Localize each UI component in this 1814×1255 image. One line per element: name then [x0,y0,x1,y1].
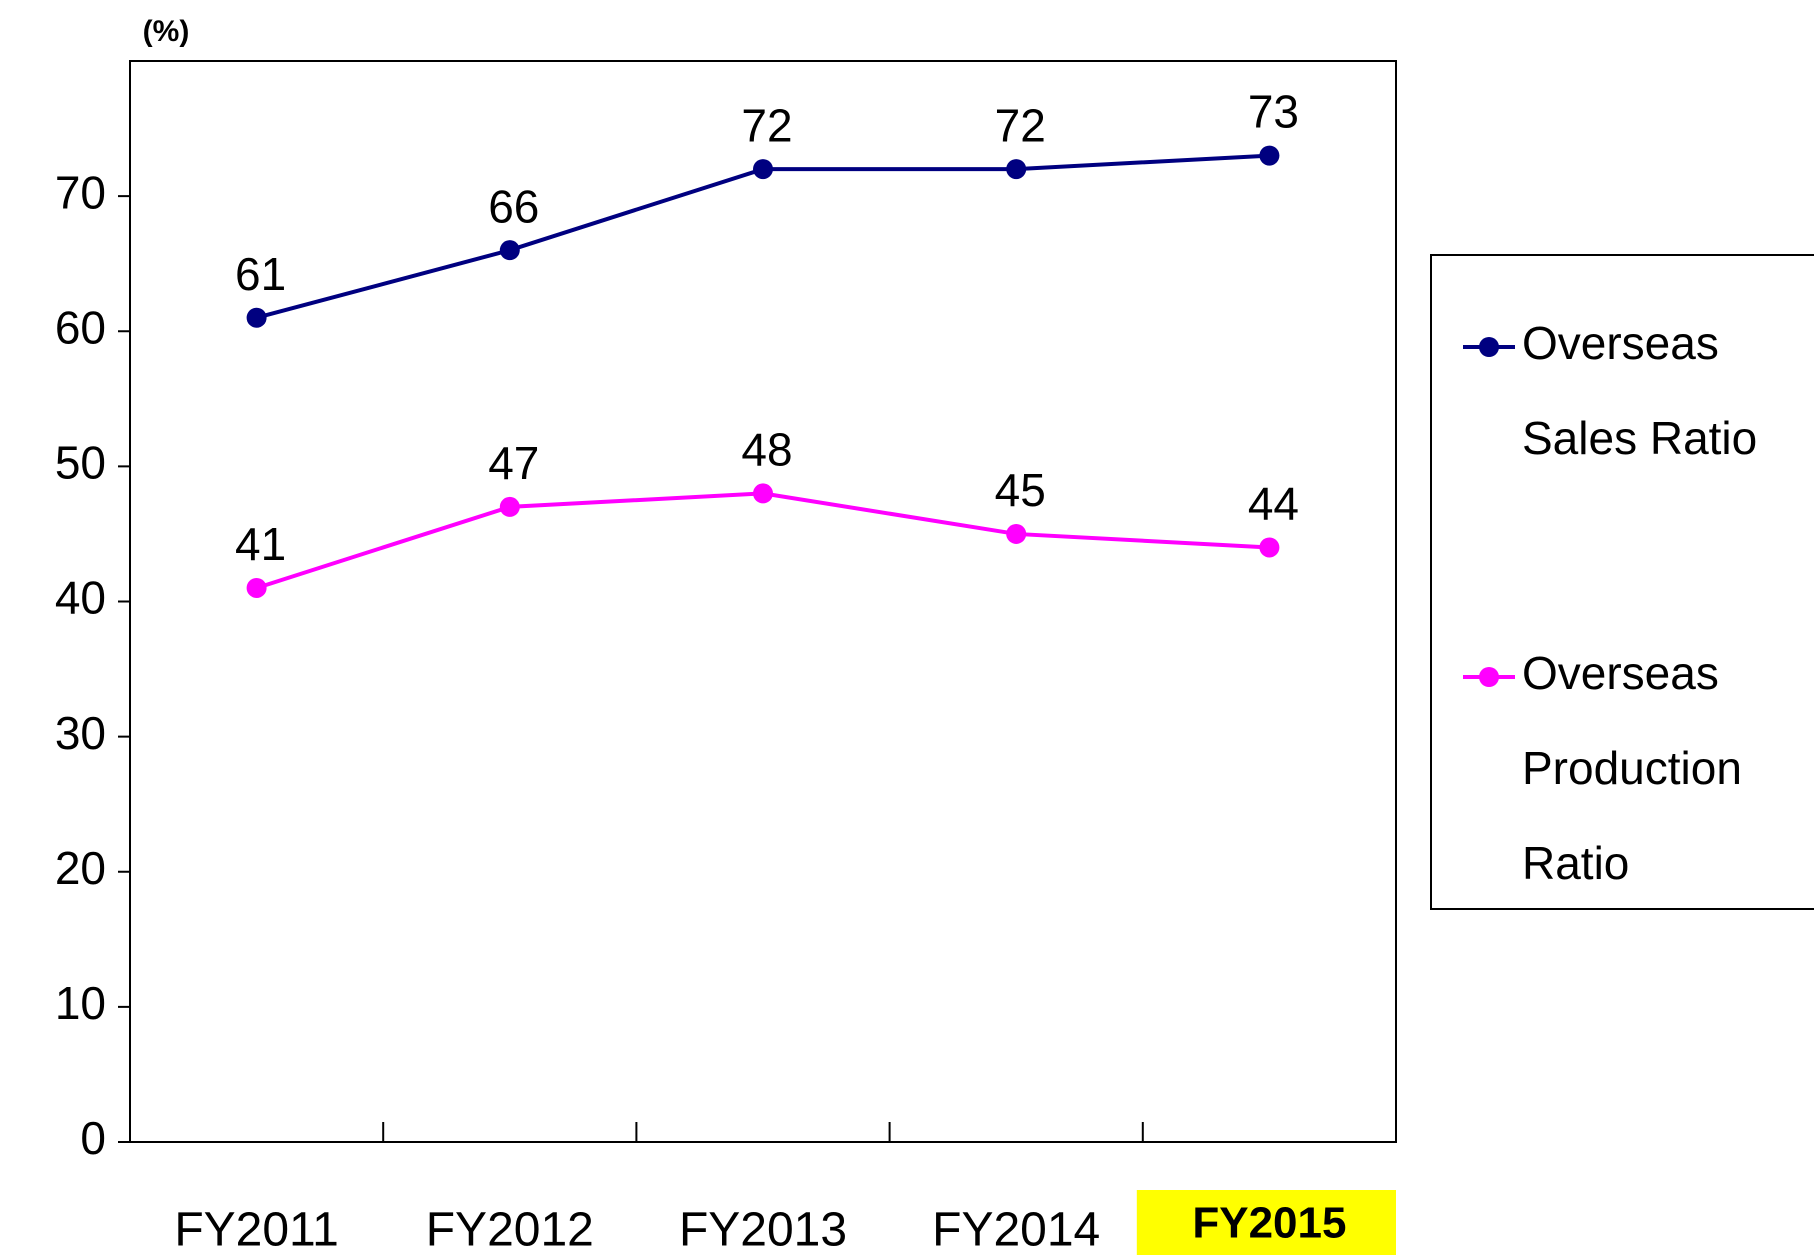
point [1259,145,1280,166]
point [246,307,267,328]
data-label: 47 [488,437,539,489]
data-label: 73 [1248,86,1299,138]
y-tick-label: 40 [55,572,106,624]
point [753,483,773,504]
point [1259,537,1280,558]
x-tick-label: FY2011 [174,1204,339,1255]
data-label: 61 [235,248,286,300]
data-label: 72 [995,99,1046,151]
point [1006,159,1027,180]
point [1006,523,1027,544]
data-label: 41 [235,518,286,570]
y-tick-label: 0 [80,1112,106,1164]
y-tick-label: 70 [55,166,106,218]
point [246,577,267,598]
point [499,240,520,261]
data-label: 72 [741,99,792,151]
x-tick-label: FY2014 [932,1204,1100,1255]
data-label: 48 [741,424,792,476]
legend-frame [1430,254,1814,910]
legend-label: Overseas Sales Ratio [1522,317,1757,464]
y-tick-label: 50 [55,437,106,489]
x-tick-label: FY2012 [426,1204,594,1255]
legend-marker [1479,337,1499,357]
data-label: 44 [1248,478,1299,530]
data-label: 45 [995,464,1046,516]
y-tick-label: 20 [55,842,106,894]
x-tick-label: FY2015 [1192,1199,1346,1248]
legend-marker [1479,667,1499,687]
x-tick-label: FY2013 [679,1204,847,1255]
y-tick-label: 60 [55,301,106,353]
legend-label: Overseas Production Ratio [1522,647,1755,889]
point [753,159,773,180]
y-tick-label: 30 [55,707,106,759]
data-label: 66 [488,180,539,232]
point [499,496,520,517]
y-tick-label: 10 [55,977,106,1029]
highlight-box [1136,1190,1396,1255]
y-unit-label: (%) [143,15,190,48]
